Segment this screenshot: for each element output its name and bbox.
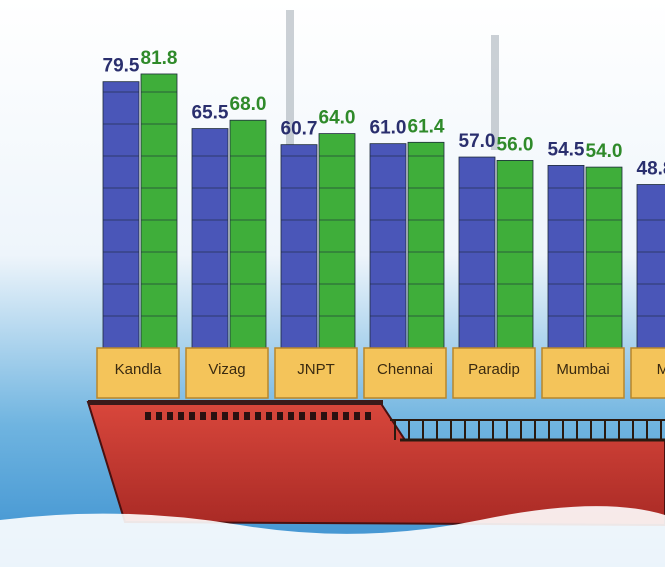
bar [458,156,496,349]
value-label: 68.0 [230,94,267,115]
crate [452,347,536,399]
window [156,412,162,420]
category-label: Chennai [377,361,433,378]
category-label: Vizag [208,361,245,378]
window [200,412,206,420]
value-label: 79.5 [103,56,140,77]
deck [88,400,383,405]
bar [496,159,534,349]
crate [96,347,180,399]
window [365,412,371,420]
bar [318,133,356,349]
window [233,412,239,420]
window [299,412,305,420]
crate [185,347,269,399]
bar [369,143,407,349]
value-label: 48.8 [637,159,665,180]
value-label: 60.7 [281,119,318,140]
window [178,412,184,420]
value-label: 61.4 [408,116,445,137]
bar [407,141,445,349]
bar [280,144,318,349]
bars: 79.5 81.8 Kandla 65.5 68.0 Vizag 60.764.0 JNPT 6… [96,48,665,399]
value-label: 57.0 [459,131,496,152]
window [211,412,217,420]
bar [140,73,178,349]
crate [274,347,358,399]
window [332,412,338,420]
bar [547,165,585,349]
category-label: Kandla [115,361,162,378]
window [145,412,151,420]
category-label: Mumbai [556,361,609,378]
window [189,412,195,420]
value-label: 65.5 [192,103,229,124]
category-label: JNPT [297,361,335,378]
value-label: 81.8 [141,48,178,69]
value-label: 54.0 [586,141,623,162]
value-label: 61.0 [370,118,407,139]
value-label: 54.5 [548,139,585,160]
window [321,412,327,420]
window [288,412,294,420]
bar [585,166,623,349]
crate [363,347,447,399]
bar [229,119,267,349]
window [244,412,250,420]
window [222,412,228,420]
value-label: 56.0 [497,134,534,155]
crate [541,347,625,399]
value-label: 64.0 [319,108,356,129]
window [167,412,173,420]
category-label: Morr [657,361,665,378]
bar [102,81,140,349]
bar [636,184,665,349]
window [255,412,261,420]
window [277,412,283,420]
wave [0,506,665,567]
category-label: Paradip [468,361,520,378]
window [354,412,360,420]
window [310,412,316,420]
bar [191,128,229,349]
window [266,412,272,420]
window [343,412,349,420]
crate [630,347,665,399]
